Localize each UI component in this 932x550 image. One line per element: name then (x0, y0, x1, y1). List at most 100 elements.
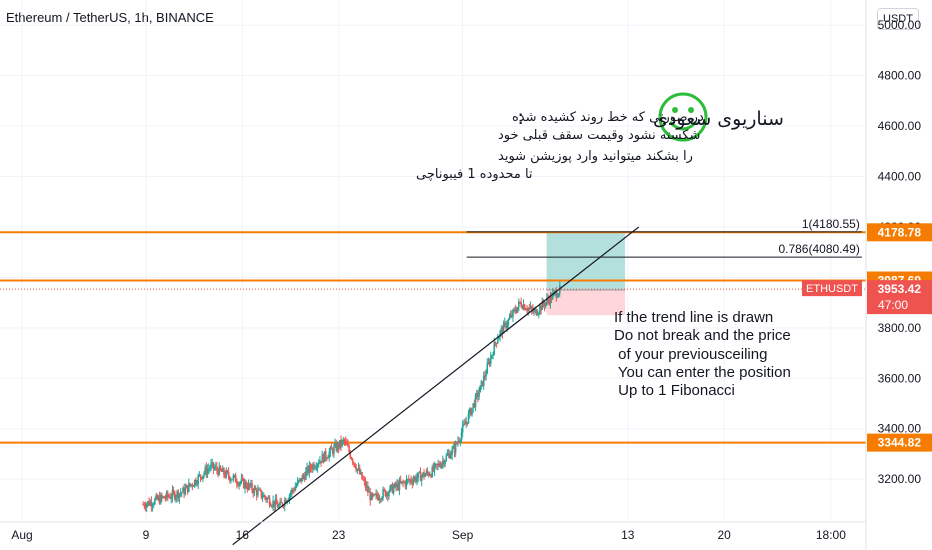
farsi-line-2: شکسته نشود وقیمت سقف قبلی خود (498, 128, 700, 143)
candle-body (501, 328, 504, 334)
candle-body (338, 440, 341, 449)
candle-body (523, 304, 526, 310)
candle-body (176, 491, 178, 497)
long-position-tool[interactable] (546, 232, 626, 316)
candle-body (226, 470, 229, 472)
candle-body (275, 499, 278, 505)
candle-body (544, 302, 547, 307)
x-tick-label: 23 (332, 528, 346, 542)
candle-body (349, 452, 352, 458)
candle-body (425, 471, 428, 475)
candle-body (296, 480, 299, 486)
candle-body (189, 483, 191, 486)
candle-body (546, 298, 548, 303)
candle-body (165, 492, 168, 499)
candle-body (402, 481, 404, 483)
candle-body (495, 343, 498, 345)
candle-body (154, 498, 156, 505)
candle-body (447, 453, 450, 455)
trend-line[interactable] (232, 226, 640, 546)
candle-body (347, 444, 349, 447)
candle-body (188, 483, 190, 492)
candle-body (276, 504, 279, 508)
candle-body (321, 454, 324, 463)
candle-body (192, 485, 195, 487)
candle-body (211, 462, 214, 464)
candle-body (142, 504, 144, 506)
candle-body (230, 479, 232, 481)
candle-body (379, 498, 382, 500)
candle-body (503, 322, 506, 324)
x-tick-label: Aug (11, 528, 32, 542)
candle-body (250, 483, 252, 487)
symbol-tag-text: ETHUSDT (806, 283, 858, 295)
english-line-2: Do not break and the price (614, 327, 791, 344)
candle-body (371, 493, 374, 496)
candle-body (313, 464, 315, 469)
candle-body (251, 483, 253, 491)
candle-body (540, 305, 542, 311)
candle-body (484, 375, 486, 377)
candle-body (478, 392, 480, 397)
candle-body (258, 489, 260, 491)
candle-body (355, 467, 357, 471)
candle-body (233, 474, 236, 476)
grid (0, 0, 866, 522)
candle-body (314, 467, 317, 469)
candle-body (403, 481, 405, 483)
candle-body (149, 501, 152, 506)
candle-body (150, 501, 153, 507)
candle-body (475, 392, 478, 395)
candle-body (143, 504, 146, 507)
farsi-colon: : (517, 105, 524, 129)
candle-body (513, 309, 515, 311)
candle-body (327, 457, 329, 459)
candle-body (516, 306, 519, 313)
candle-body (231, 479, 233, 481)
candle-body (432, 466, 435, 471)
candle-body (502, 323, 505, 334)
english-line-4: You can enter the position (614, 364, 791, 381)
currency-button[interactable]: USDT (877, 8, 919, 30)
candle-body (408, 479, 410, 481)
symbol-title[interactable]: Ethereum / TetherUS, 1h, BINANCE (6, 10, 214, 25)
candle-body (525, 309, 527, 311)
candle-body (240, 478, 243, 483)
level-price-tag (867, 433, 932, 452)
candle-body (163, 496, 166, 499)
candle-body (410, 479, 412, 482)
candle-body (227, 471, 230, 477)
candle-body (203, 473, 205, 476)
candle-body (534, 309, 537, 311)
farsi-heading: سناریوی سعودی (653, 108, 784, 130)
english-line-3: of your previousceiling (614, 346, 767, 363)
candle-body (430, 474, 432, 477)
candle-body (151, 505, 154, 507)
price-axis[interactable]: 3200.003400.003600.003800.004000.004200.… (878, 18, 922, 486)
candle-body (537, 312, 540, 315)
candle-body (247, 483, 250, 490)
time-axis[interactable]: Aug 9 16 23 Sep 13 20 18:00 (11, 528, 846, 542)
candle-body (177, 491, 180, 499)
candle-body (315, 467, 318, 469)
candle-body (246, 487, 249, 490)
candle-body (294, 487, 297, 491)
candle-body (431, 466, 434, 477)
candle-body (280, 501, 283, 503)
candle-body (255, 489, 258, 496)
candle-body (515, 311, 518, 313)
candle-body (237, 483, 239, 486)
candle-body (172, 490, 175, 493)
candle-body (317, 463, 320, 465)
candle-body (533, 310, 535, 313)
candle-body (292, 489, 294, 491)
fibonacci-levels[interactable]: 1(4180.55) 0.786(4080.49) (466, 217, 862, 258)
candle-body (440, 463, 443, 468)
candle-body (427, 472, 430, 476)
candle-body (367, 486, 369, 493)
candle-body (374, 494, 376, 496)
candle-body (496, 339, 499, 344)
candle-body (333, 446, 335, 454)
